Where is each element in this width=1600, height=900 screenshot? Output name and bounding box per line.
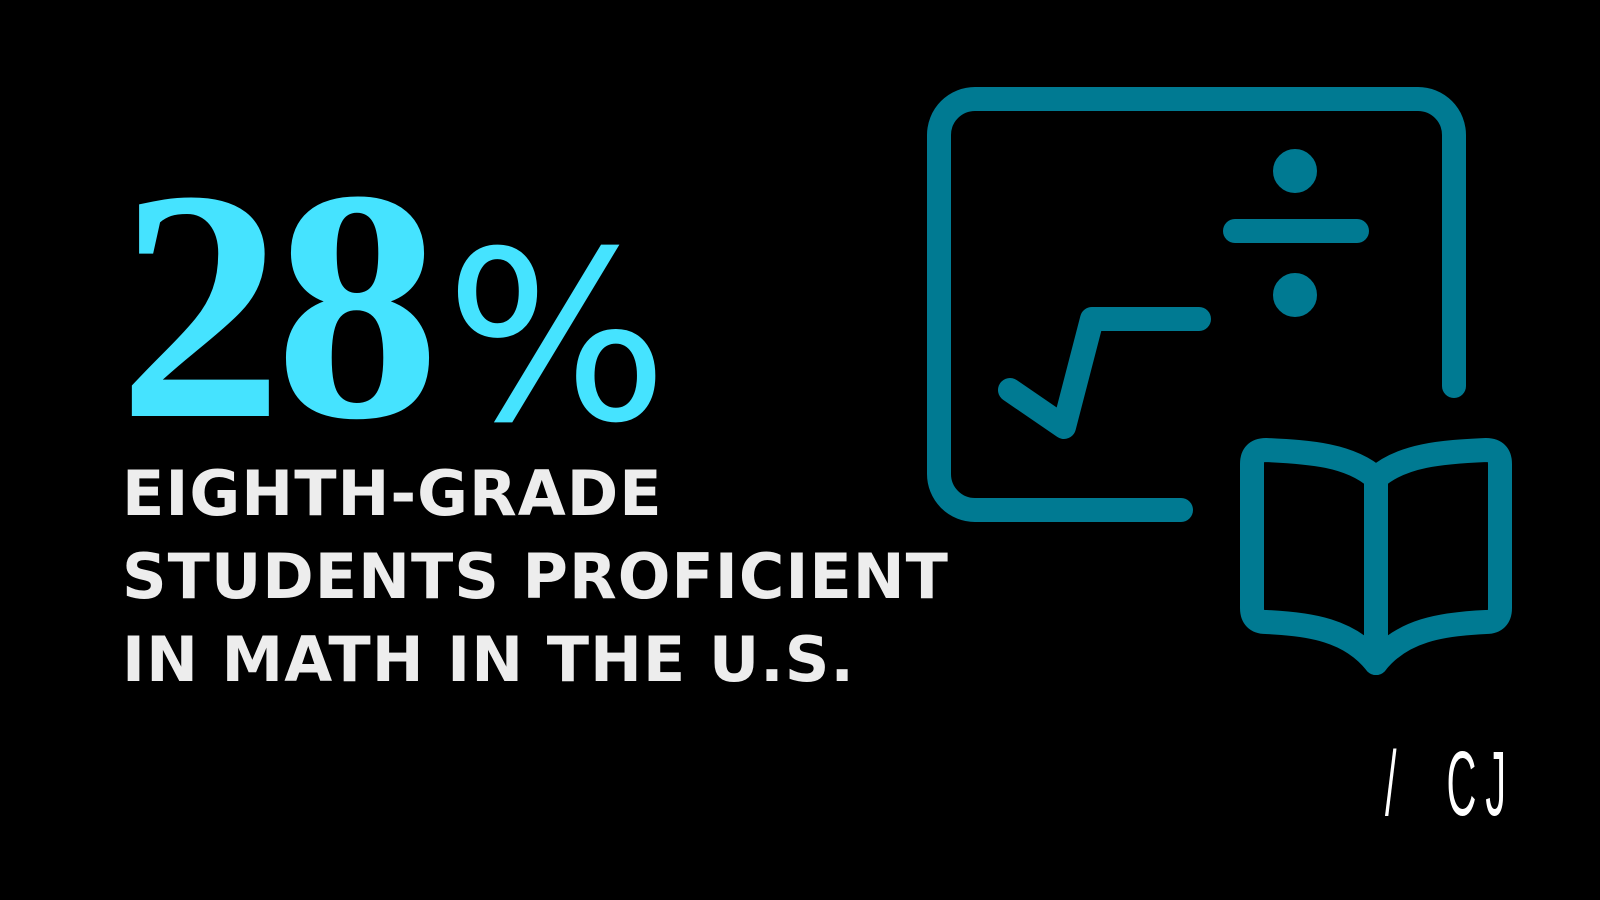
divide-dot-bottom xyxy=(1273,273,1317,317)
book-left-page xyxy=(1240,438,1388,675)
description-line: STUDENTS PROFICIENT xyxy=(122,540,949,613)
chalkboard-frame xyxy=(927,87,1466,522)
book-right-page xyxy=(1364,438,1512,675)
stat-unit: % xyxy=(445,202,669,475)
open-book-icon xyxy=(1240,438,1512,675)
divide-dot-top xyxy=(1273,149,1317,193)
stat-description: EIGHTH-GRADE STUDENTS PROFICIENT IN MATH… xyxy=(122,452,949,701)
stat-number: 28 xyxy=(118,123,440,488)
description-line: EIGHTH-GRADE xyxy=(122,457,663,530)
description-line: IN MATH IN THE U.S. xyxy=(122,623,855,696)
square-root-symbol xyxy=(998,307,1211,439)
chalkboard-math-icon xyxy=(927,87,1466,522)
logo: / CJ xyxy=(1385,733,1516,835)
